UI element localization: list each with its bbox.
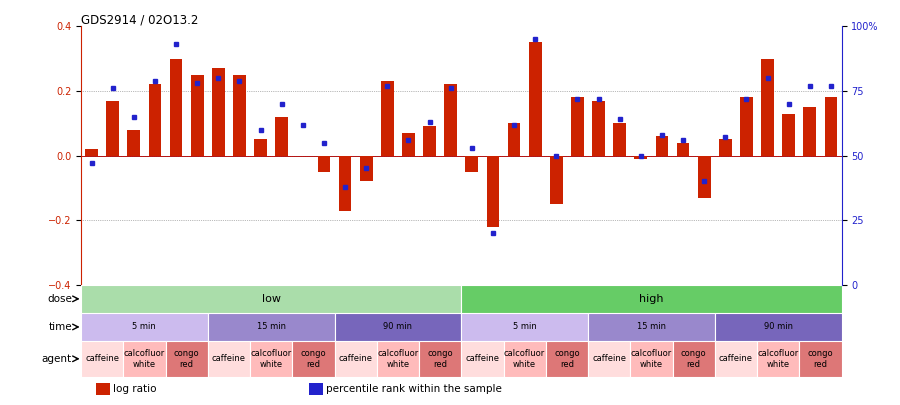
Text: 90 min: 90 min xyxy=(763,322,793,331)
Bar xyxy=(318,156,330,172)
Bar xyxy=(96,383,110,395)
Bar xyxy=(677,143,689,156)
Text: low: low xyxy=(262,294,281,304)
Text: congo
red: congo red xyxy=(174,349,200,369)
Bar xyxy=(81,313,208,341)
Bar xyxy=(461,285,842,313)
Bar xyxy=(715,341,757,377)
Bar xyxy=(208,341,250,377)
Bar xyxy=(757,341,799,377)
Text: caffeine: caffeine xyxy=(86,354,119,363)
Bar xyxy=(588,341,630,377)
Bar xyxy=(529,43,542,156)
Bar xyxy=(310,383,323,395)
Bar xyxy=(740,98,752,156)
Bar xyxy=(250,341,292,377)
Bar xyxy=(550,156,562,204)
Text: congo
red: congo red xyxy=(428,349,453,369)
Text: GDS2914 / 02O13.2: GDS2914 / 02O13.2 xyxy=(81,13,198,26)
Bar xyxy=(503,341,545,377)
Bar xyxy=(335,313,461,341)
Bar xyxy=(588,313,715,341)
Bar xyxy=(275,117,288,156)
Text: caffeine: caffeine xyxy=(592,354,626,363)
Bar xyxy=(487,156,500,227)
Bar xyxy=(634,156,647,159)
Bar xyxy=(698,156,710,198)
Text: calcofluor
white: calcofluor white xyxy=(250,349,292,369)
Bar xyxy=(360,156,373,181)
Bar xyxy=(719,139,732,156)
Text: log ratio: log ratio xyxy=(112,384,157,394)
Text: high: high xyxy=(639,294,663,304)
Bar xyxy=(123,341,166,377)
Bar xyxy=(106,100,119,156)
Bar xyxy=(824,98,837,156)
Text: 15 min: 15 min xyxy=(637,322,666,331)
Bar xyxy=(715,313,842,341)
Bar xyxy=(212,68,225,156)
Text: calcofluor
white: calcofluor white xyxy=(504,349,545,369)
Bar xyxy=(672,341,715,377)
Bar xyxy=(81,285,461,313)
Bar xyxy=(655,136,669,156)
Bar xyxy=(799,341,842,377)
Bar xyxy=(86,149,98,156)
Bar xyxy=(166,341,208,377)
Text: congo
red: congo red xyxy=(807,349,833,369)
Bar xyxy=(614,123,626,156)
Bar xyxy=(761,59,774,156)
Text: calcofluor
white: calcofluor white xyxy=(124,349,165,369)
Bar xyxy=(402,133,415,156)
Bar xyxy=(545,341,588,377)
Text: caffeine: caffeine xyxy=(465,354,500,363)
Text: agent: agent xyxy=(41,354,72,364)
Text: 5 min: 5 min xyxy=(132,322,157,331)
Bar xyxy=(338,156,351,211)
Bar xyxy=(148,85,161,156)
Bar xyxy=(592,100,605,156)
Text: caffeine: caffeine xyxy=(719,354,753,363)
Bar xyxy=(191,75,203,156)
Bar xyxy=(233,75,246,156)
Text: caffeine: caffeine xyxy=(338,354,373,363)
Text: 90 min: 90 min xyxy=(383,322,412,331)
Text: congo
red: congo red xyxy=(554,349,580,369)
Bar xyxy=(572,98,584,156)
Text: congo
red: congo red xyxy=(680,349,706,369)
Bar xyxy=(377,341,419,377)
Bar xyxy=(423,126,436,156)
Text: dose: dose xyxy=(47,294,72,304)
Bar xyxy=(254,139,267,156)
Bar xyxy=(508,123,520,156)
Bar xyxy=(419,341,461,377)
Text: calcofluor
white: calcofluor white xyxy=(758,349,799,369)
Bar xyxy=(170,59,183,156)
Bar xyxy=(630,341,672,377)
Bar xyxy=(445,85,457,156)
Text: calcofluor
white: calcofluor white xyxy=(631,349,672,369)
Bar xyxy=(381,81,393,156)
Bar xyxy=(335,341,377,377)
Bar xyxy=(81,341,123,377)
Bar xyxy=(461,313,588,341)
Bar xyxy=(465,156,478,172)
Text: calcofluor
white: calcofluor white xyxy=(377,349,418,369)
Bar xyxy=(461,341,503,377)
Text: caffeine: caffeine xyxy=(212,354,246,363)
Bar xyxy=(128,130,140,156)
Text: 5 min: 5 min xyxy=(513,322,536,331)
Text: time: time xyxy=(49,322,72,332)
Bar xyxy=(804,107,816,156)
Bar xyxy=(782,113,795,156)
Bar xyxy=(292,341,335,377)
Text: congo
red: congo red xyxy=(301,349,326,369)
Bar xyxy=(208,313,335,341)
Text: 15 min: 15 min xyxy=(256,322,285,331)
Text: percentile rank within the sample: percentile rank within the sample xyxy=(326,384,502,394)
